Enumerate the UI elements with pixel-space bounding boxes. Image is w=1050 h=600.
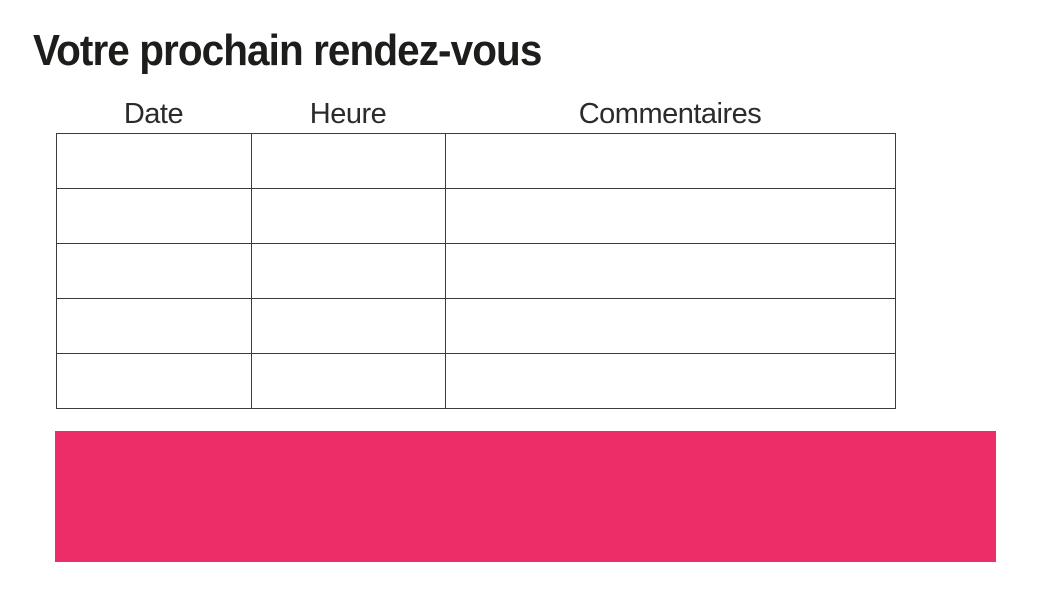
table-cell [251,133,446,189]
table-row [56,133,896,189]
table-row [56,298,896,354]
table-cell [56,133,252,189]
table-row [56,243,896,299]
table-cell [445,188,896,244]
table-row [56,353,896,409]
table-cell [445,133,896,189]
highlight-banner [55,431,996,562]
table-cell [251,243,446,299]
page-title: Votre prochain rendez-vous [33,26,542,75]
column-header-heure: Heure [309,98,387,130]
table-cell [445,298,896,354]
table-cell [56,243,252,299]
appointments-table [56,133,896,409]
table-cell [251,353,446,409]
column-header-date: Date [123,98,184,130]
table-row [56,188,896,244]
table-cell [56,298,252,354]
appointments-table-body [56,133,896,409]
table-cell [445,353,896,409]
column-header-commentaires: Commentaires [578,98,762,130]
table-header-row: Date Heure Commentaires [56,98,895,131]
table-cell [56,188,252,244]
table-cell [56,353,252,409]
table-cell [251,188,446,244]
table-cell [251,298,446,354]
table-cell [445,243,896,299]
